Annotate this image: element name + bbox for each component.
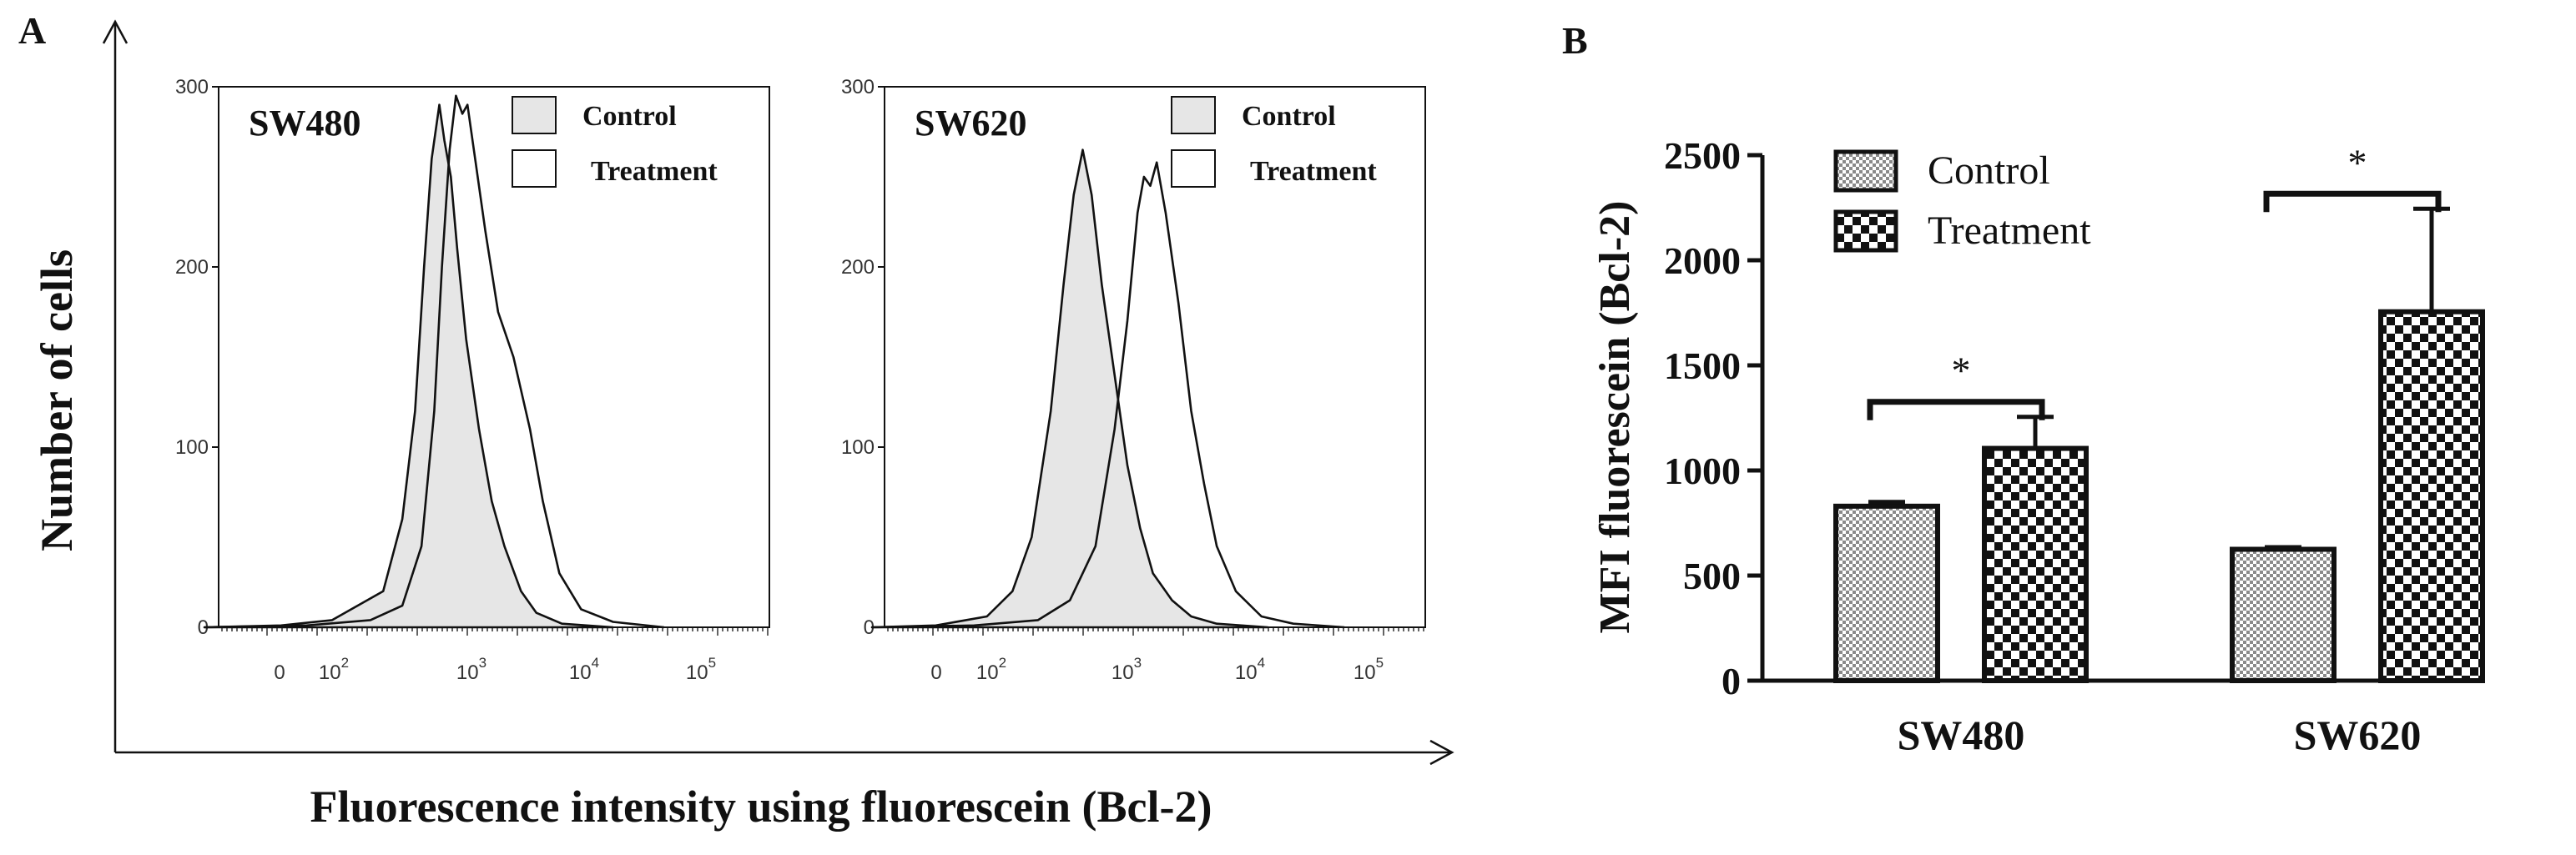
legend-swatch-treatment (512, 149, 557, 188)
bar-chart-mfi: 0 500 1000 1500 2000 2500 MFI fluorescein (Bcl… (1591, 134, 2485, 758)
y-tick-label: 1000 (1664, 450, 1741, 492)
significance-bracket-sw620 (2263, 190, 2442, 213)
y-tick-label: 300 (841, 76, 875, 98)
histogram-title: SW620 (915, 103, 1026, 143)
curve-treatment-sw620 (871, 161, 1345, 629)
x-tick-label: 103 (1112, 655, 1142, 684)
y-tick-label: 200 (175, 256, 209, 279)
x-category-label: SW480 (1898, 712, 2025, 758)
y-tick-label: 1500 (1664, 345, 1741, 387)
panel-a-letter: A (18, 9, 46, 52)
bar-treatment-sw480 (1982, 445, 2089, 683)
curve-control-sw620 (870, 148, 1269, 629)
bar-chart-ylabel: MFI fluorescein (Bcl-2) (1591, 201, 1639, 634)
y-tick-label: 300 (175, 76, 209, 98)
y-tick-label: 2500 (1664, 134, 1741, 177)
bar-treatment-sw620 (2378, 309, 2485, 683)
legend-swatch-treatment (1833, 209, 1898, 253)
y-tick-label: 0 (864, 616, 875, 639)
legend-label-control: Control (1928, 148, 2050, 193)
legend-swatch-control (1833, 149, 1898, 193)
curve-treatment-sw480 (204, 94, 664, 629)
histogram-sw620: 0 100 200 300 0 102 103 104 105 SW620 Control Treat… (841, 76, 1426, 684)
legend-label-treatment: Treatment (591, 156, 718, 187)
panel-a-ylabel: Number of cells (32, 249, 82, 551)
x-tick-label: 102 (319, 655, 349, 684)
y-tick-label: 100 (175, 436, 209, 459)
histogram-title: SW480 (249, 103, 360, 143)
x-tick-label: 104 (1235, 655, 1265, 684)
legend-label-control: Control (1242, 101, 1336, 132)
x-tick-label: 105 (1354, 655, 1384, 684)
significance-bracket-sw480 (1867, 399, 2045, 420)
panel-a-xlabel: Fluorescence intensity using fluorescein… (310, 782, 1212, 832)
y-tick-label: 100 (841, 436, 875, 459)
x-tick-label: 103 (456, 655, 486, 684)
legend-swatch-treatment (1171, 149, 1216, 188)
histogram-sw480: 0 100 200 300 0 102 103 104 105 SW480 Control Treat… (175, 76, 770, 684)
legend-swatch-control (1171, 96, 1216, 134)
y-tick-label: 200 (841, 256, 875, 279)
legend-label-treatment: Treatment (1250, 156, 1377, 187)
x-tick-label: 104 (569, 655, 599, 684)
x-tick-label: 105 (686, 655, 716, 684)
x-category-label: SW620 (2294, 712, 2422, 758)
curve-control-sw480 (203, 103, 614, 629)
legend-swatch-control (512, 96, 557, 134)
panel-b-letter: B (1562, 19, 1588, 62)
y-tick-label: 0 (198, 616, 209, 639)
legend-label-control: Control (582, 101, 677, 132)
x-tick-label: 102 (976, 655, 1006, 684)
bar-control-sw620 (2230, 546, 2337, 683)
x-tick-label: 0 (930, 661, 941, 684)
significance-star: * (2348, 141, 2367, 184)
x-tick-label: 0 (274, 661, 285, 684)
significance-star: * (1952, 350, 1971, 392)
y-tick-label: 0 (1722, 660, 1741, 702)
legend-label-treatment: Treatment (1928, 209, 2091, 253)
y-tick-label: 2000 (1664, 239, 1741, 282)
bar-control-sw480 (1833, 503, 1940, 684)
y-tick-label: 500 (1683, 555, 1741, 597)
panel-a-outer-axes (102, 19, 1454, 766)
